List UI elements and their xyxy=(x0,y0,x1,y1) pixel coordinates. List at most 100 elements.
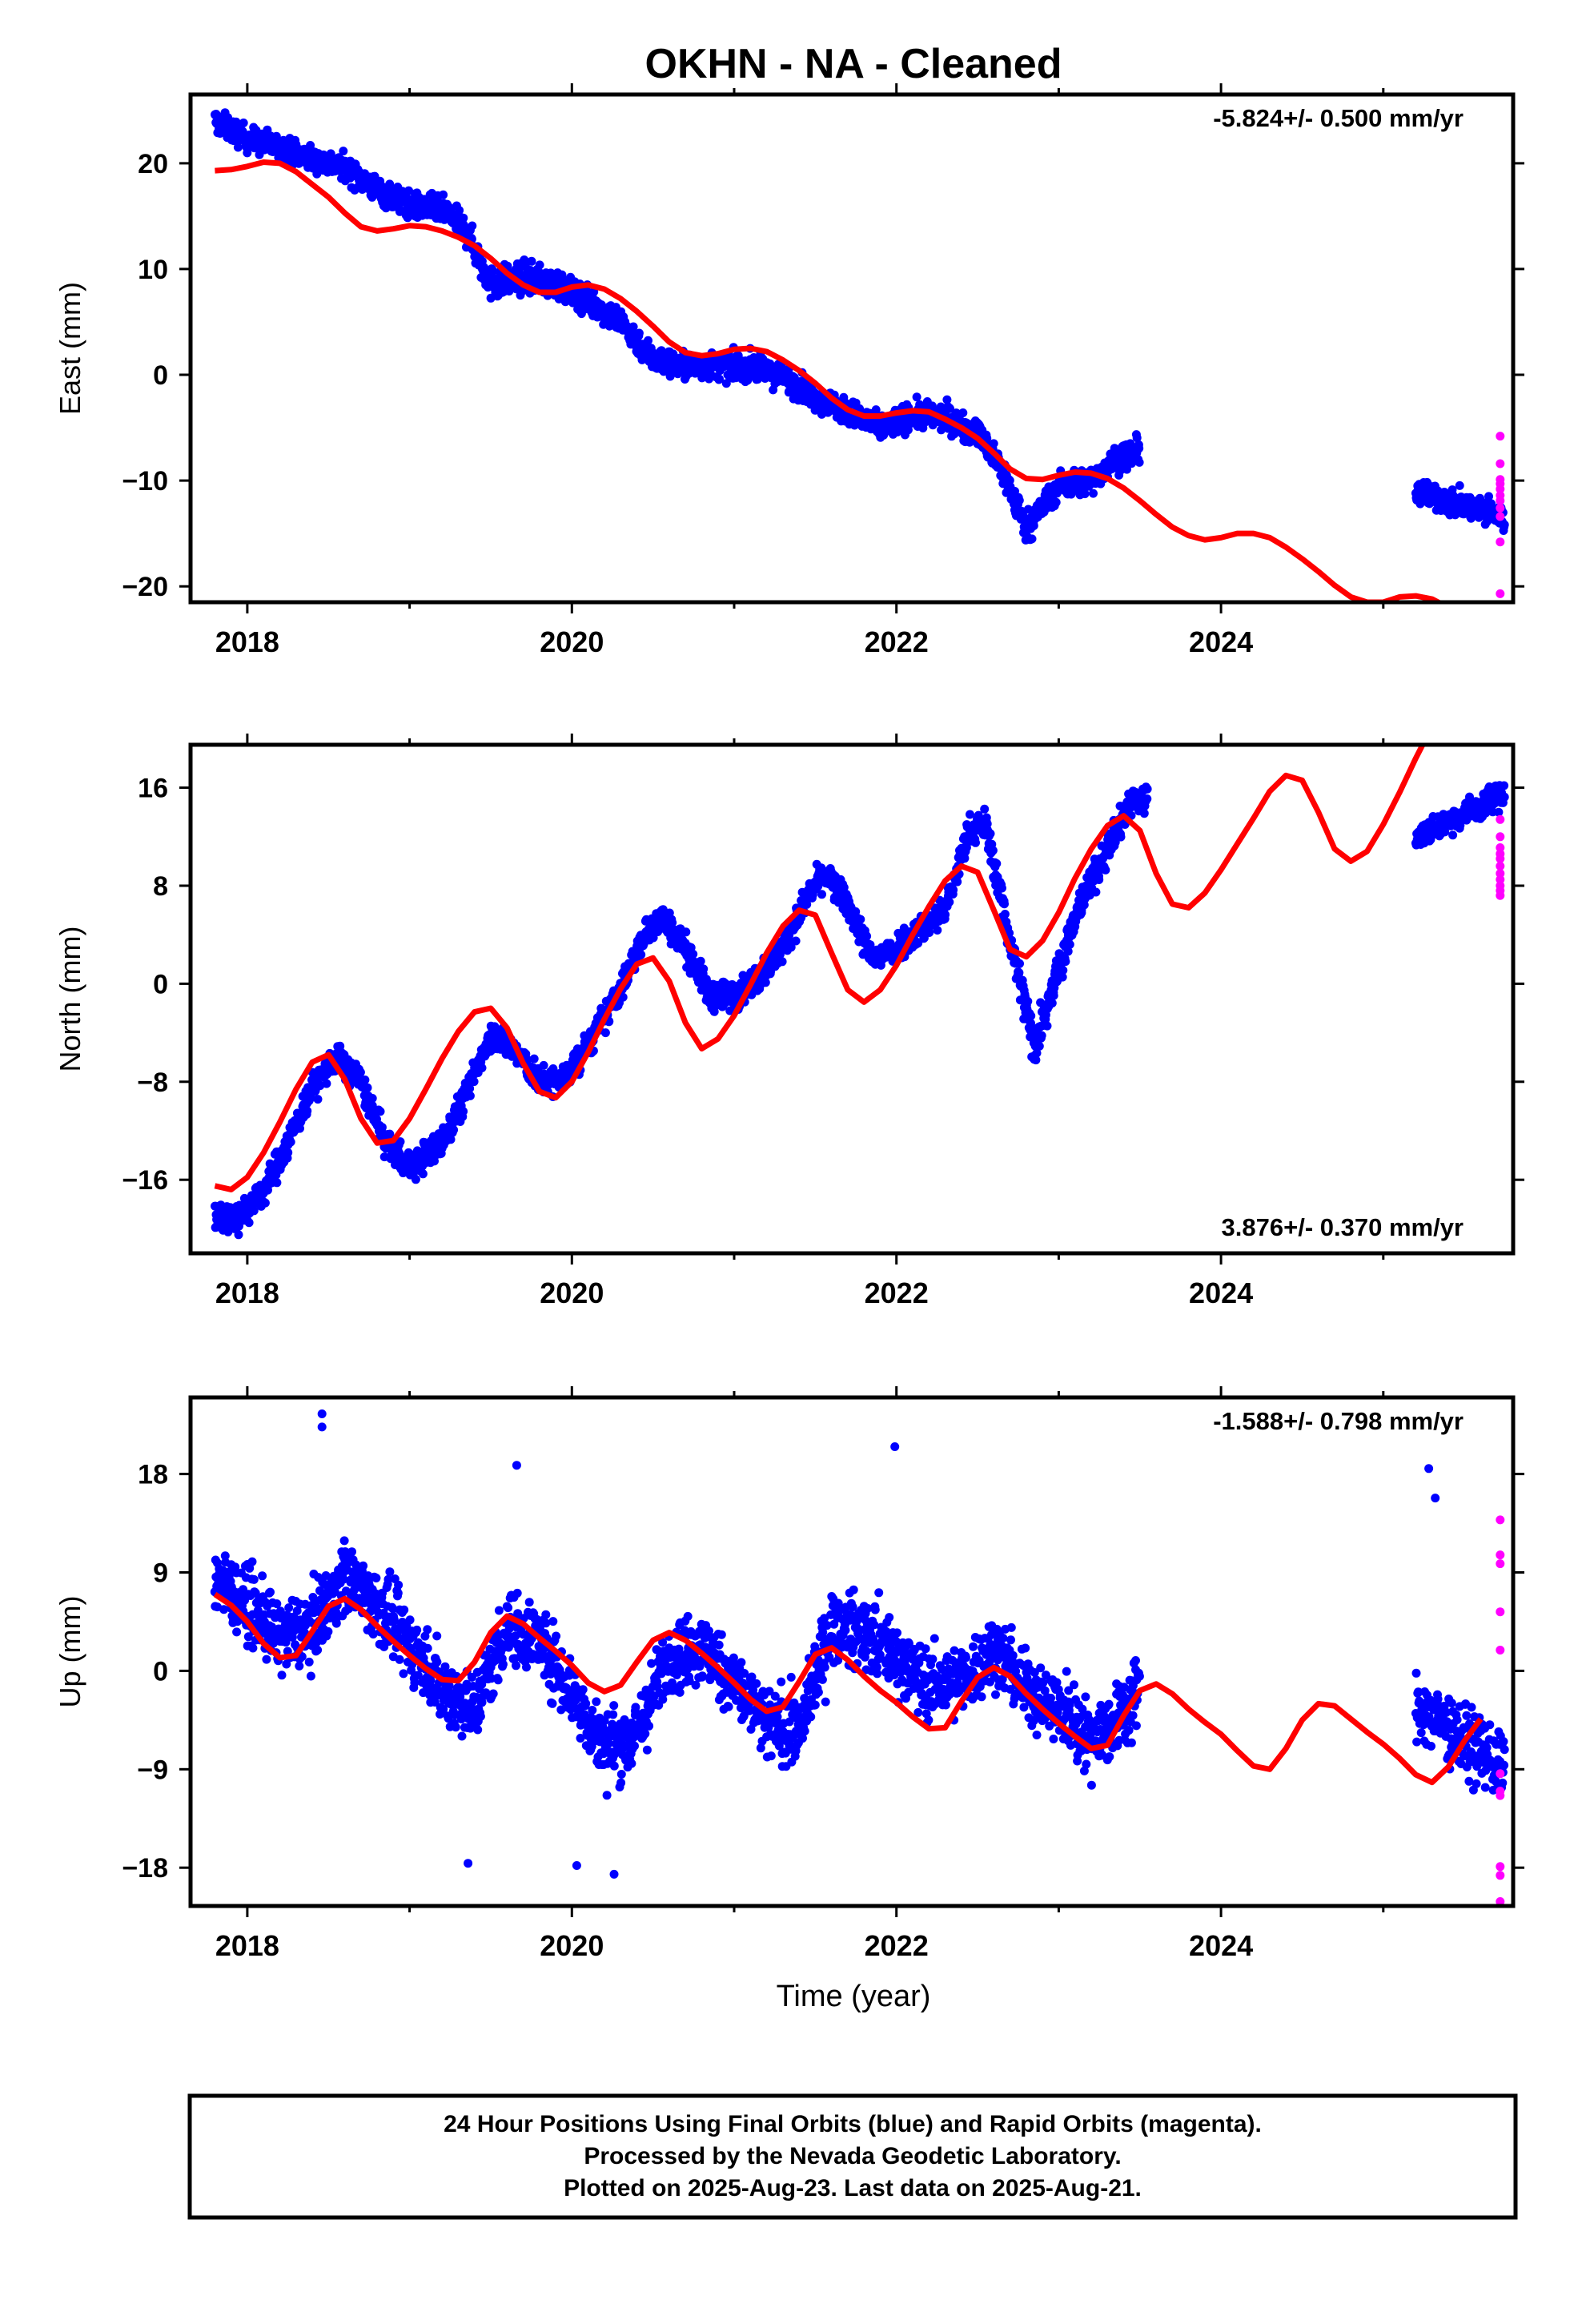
final-data-point xyxy=(777,957,787,967)
rapid-data-point xyxy=(1496,459,1505,468)
final-data-point xyxy=(668,918,677,927)
final-data-point xyxy=(1042,1021,1052,1031)
final-data-point xyxy=(933,926,942,935)
final-data-point xyxy=(912,392,921,402)
east-x-tick-labels: 2018 2020 2022 2024 xyxy=(215,625,1253,658)
east-model-curve xyxy=(215,159,1444,602)
rapid-data-point xyxy=(1496,503,1505,513)
final-data-point xyxy=(359,1561,368,1570)
final-data-point xyxy=(1448,830,1458,840)
final-data-point xyxy=(339,147,348,156)
east-tick-marks xyxy=(179,83,1524,613)
final-data-point xyxy=(1023,996,1033,1006)
final-data-point xyxy=(721,379,731,388)
final-data-point xyxy=(459,213,468,223)
final-data-point xyxy=(477,1063,487,1072)
final-data-point xyxy=(1094,875,1104,884)
final-data-point xyxy=(331,1618,341,1628)
east-ytick-label: 0 xyxy=(153,360,168,391)
final-data-point xyxy=(539,1060,548,1070)
final-data-point xyxy=(527,256,536,266)
final-data-point xyxy=(465,1091,475,1100)
final-data-point xyxy=(998,883,1006,893)
final-data-point xyxy=(1500,781,1509,790)
final-data-point xyxy=(949,885,958,895)
final-data-point xyxy=(628,322,638,332)
north-xtick-label: 2018 xyxy=(215,1277,279,1309)
final-data-point xyxy=(1500,520,1509,529)
east-ytick-label: −10 xyxy=(122,466,168,497)
final-data-point xyxy=(982,433,992,443)
north-ytick-label: −8 xyxy=(137,1068,168,1098)
final-data-point xyxy=(1132,433,1142,443)
final-data-point xyxy=(946,404,954,413)
north-panel: −16 −8 0 8 16 2018 2020 2022 2024 North … xyxy=(54,734,1524,1309)
east-ytick-label: 10 xyxy=(138,255,168,285)
final-data-point xyxy=(244,1218,254,1228)
final-data-point xyxy=(488,266,498,275)
rapid-data-point xyxy=(1496,814,1505,824)
final-data-point xyxy=(986,829,995,838)
final-data-point xyxy=(283,1148,293,1157)
east-xtick-label: 2018 xyxy=(215,625,279,658)
final-data-point xyxy=(396,1137,405,1147)
final-data-point xyxy=(262,1655,271,1664)
final-data-point xyxy=(817,890,826,899)
final-data-point xyxy=(375,1107,385,1116)
final-data-point xyxy=(455,206,464,215)
rapid-data-point xyxy=(1496,832,1505,842)
final-data-point xyxy=(1061,957,1070,967)
final-data-point xyxy=(989,439,998,448)
figure-title: OKHN - NA - Cleaned xyxy=(645,41,1062,87)
final-data-point xyxy=(411,1175,420,1184)
final-data-point xyxy=(360,1076,370,1084)
final-data-point xyxy=(266,1587,275,1597)
final-data-point xyxy=(363,1083,372,1092)
final-data-point xyxy=(277,1671,287,1680)
final-data-point xyxy=(1122,464,1131,474)
final-data-point xyxy=(871,405,881,415)
east-xtick-label: 2022 xyxy=(865,625,929,658)
final-data-point xyxy=(1000,899,1009,909)
final-data-point xyxy=(1134,444,1144,453)
final-data-point xyxy=(958,408,968,417)
rapid-data-point xyxy=(1496,537,1505,547)
final-data-point xyxy=(284,1603,294,1613)
final-data-point xyxy=(1037,1031,1046,1040)
final-data-point xyxy=(1484,492,1493,501)
final-data-point xyxy=(644,336,652,345)
final-data-point xyxy=(459,1107,468,1116)
final-data-point xyxy=(988,846,998,855)
east-axis-label: East (mm) xyxy=(54,282,86,415)
east-y-tick-labels: −20 −10 0 10 20 xyxy=(122,149,168,602)
final-data-point xyxy=(618,992,628,1002)
final-data-point xyxy=(1065,939,1074,949)
final-data-point xyxy=(1014,968,1024,978)
north-xtick-label: 2020 xyxy=(540,1277,604,1309)
final-data-point xyxy=(1116,832,1126,842)
final-data-point xyxy=(303,1106,312,1116)
final-data-point xyxy=(468,221,477,231)
final-data-point xyxy=(322,1079,331,1088)
east-xtick-label: 2024 xyxy=(1189,625,1253,658)
final-data-point xyxy=(696,956,705,966)
final-data-point xyxy=(239,119,248,127)
north-ytick-label: 8 xyxy=(153,871,168,902)
final-data-point xyxy=(1500,792,1509,802)
final-data-point xyxy=(1142,794,1152,803)
final-data-point xyxy=(634,328,644,338)
final-data-point xyxy=(339,1536,349,1546)
north-ytick-label: 0 xyxy=(153,969,168,999)
final-data-point xyxy=(313,1645,323,1655)
final-data-point xyxy=(971,838,980,847)
final-data-point xyxy=(903,425,913,435)
final-data-point xyxy=(1049,991,1058,1000)
final-data-point xyxy=(272,1178,282,1188)
final-data-point xyxy=(249,1574,259,1584)
east-final-points xyxy=(211,108,1509,545)
final-data-point xyxy=(260,1198,270,1208)
rapid-data-point xyxy=(1496,432,1505,441)
final-data-point xyxy=(1134,457,1144,467)
final-data-point xyxy=(715,374,724,384)
